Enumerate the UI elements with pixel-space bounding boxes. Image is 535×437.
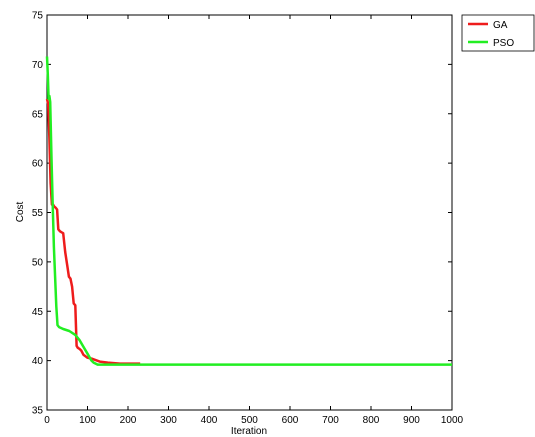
- y-tick-label: 65: [32, 109, 44, 120]
- legend-label-pso: PSO: [493, 38, 514, 49]
- x-tick-label: 200: [120, 415, 137, 426]
- x-axis-ticks: 0 100 200 300 400 500 600 700 800 900 1000: [44, 15, 464, 426]
- x-tick-label: 700: [322, 415, 339, 426]
- y-tick-label: 60: [32, 159, 44, 170]
- legend: GA PSO: [461, 14, 535, 52]
- x-tick-label: 600: [282, 415, 299, 426]
- x-tick-label: 100: [79, 415, 96, 426]
- x-tick-label: 1000: [441, 415, 464, 426]
- x-tick-label: 0: [44, 415, 50, 426]
- x-tick-label: 900: [403, 415, 420, 426]
- y-tick-label: 50: [32, 257, 44, 268]
- series-line-pso: [45, 56, 452, 366]
- y-tick-label: 40: [32, 356, 44, 367]
- x-tick-label: 400: [201, 415, 218, 426]
- series-layer: [45, 56, 452, 366]
- y-axis-label: Cost: [15, 201, 26, 222]
- x-tick-label: 500: [241, 415, 258, 426]
- legend-label-ga: GA: [493, 20, 508, 31]
- y-tick-label: 45: [32, 307, 44, 318]
- x-tick-label: 800: [363, 415, 380, 426]
- plot-area: [46, 14, 453, 411]
- y-tick-label: 55: [32, 208, 44, 219]
- x-axis-label: Iteration: [231, 426, 267, 437]
- x-tick-label: 300: [160, 415, 177, 426]
- y-tick-label: 70: [32, 60, 44, 71]
- legend-box: [461, 14, 535, 52]
- y-tick-label: 35: [32, 406, 44, 417]
- y-tick-label: 75: [32, 11, 44, 22]
